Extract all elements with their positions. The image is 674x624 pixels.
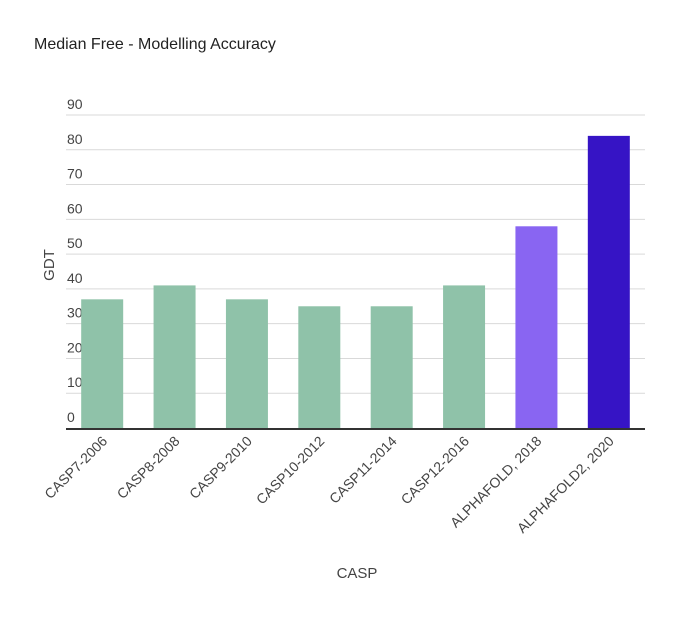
bars xyxy=(81,135,630,428)
y-tick-label: 10 xyxy=(67,374,83,390)
y-tick-label: 80 xyxy=(67,131,83,147)
y-tick-label: 20 xyxy=(67,339,83,355)
y-tick-label: 0 xyxy=(67,409,75,425)
bar xyxy=(443,285,486,428)
y-axis-ticks: 0 10 20 30 40 50 60 70 80 90 xyxy=(67,96,83,425)
bar xyxy=(587,135,630,428)
bar xyxy=(153,285,196,428)
y-tick-label: 30 xyxy=(67,305,83,321)
x-tick-label: CASP10-2012 xyxy=(253,433,328,508)
bar xyxy=(81,299,124,428)
gridlines xyxy=(66,114,645,394)
x-tick-label: CASP9-2010 xyxy=(186,433,255,502)
bar xyxy=(515,226,558,428)
x-tick-label: CASP8-2008 xyxy=(114,433,183,502)
y-tick-label: 50 xyxy=(67,235,83,251)
bar xyxy=(225,299,268,428)
bar xyxy=(370,306,413,428)
x-axis-title: CASP xyxy=(337,565,378,582)
y-tick-label: 60 xyxy=(67,200,83,216)
bar xyxy=(298,306,341,428)
y-tick-label: 90 xyxy=(67,96,83,112)
y-axis-title: GDT xyxy=(41,249,58,281)
x-axis-ticks: CASP7-2006 CASP8-2008 CASP9-2010CASP10-201… xyxy=(41,433,617,536)
x-tick-label: CASP11-2014 xyxy=(326,433,400,507)
y-tick-label: 40 xyxy=(67,270,83,286)
x-tick-label: CASP12-2016 xyxy=(398,433,473,508)
x-tick-label: CASP7-2006 xyxy=(41,433,110,502)
y-tick-label: 70 xyxy=(67,166,83,182)
chart-title: Median Free - Modelling Accuracy xyxy=(34,36,276,53)
